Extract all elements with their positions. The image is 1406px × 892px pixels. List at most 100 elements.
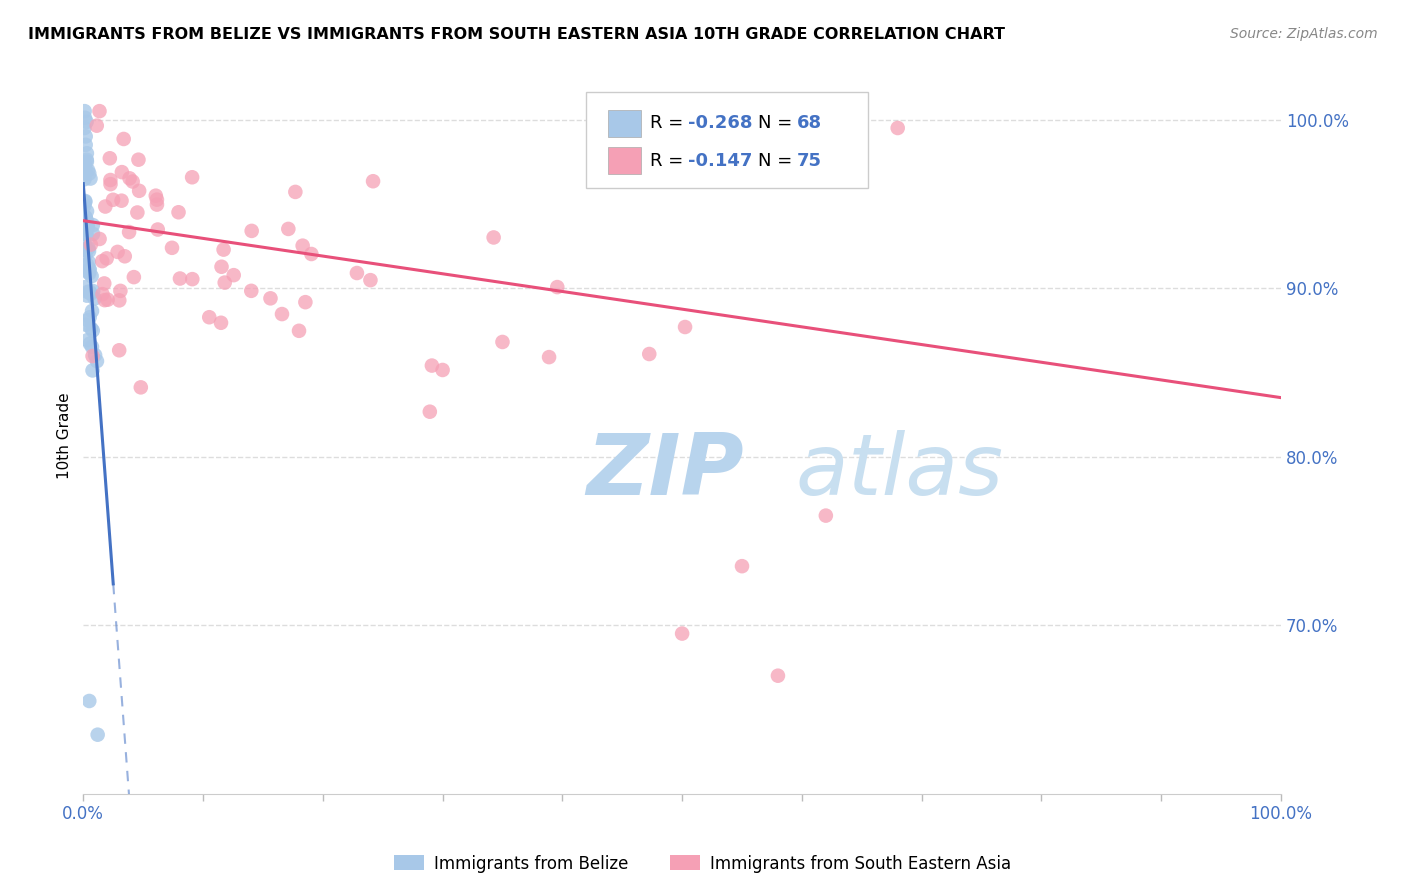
Point [75, 211, 97, 226]
Point [82, 227, 104, 241]
Point [100, 173, 122, 187]
Text: Source: ZipAtlas.com: Source: ZipAtlas.com [1230, 27, 1378, 41]
Point [80, 237, 103, 252]
Text: 75: 75 [797, 152, 823, 169]
Point [82, 324, 104, 338]
Point [127, 205, 149, 219]
Point [79, 310, 101, 325]
Point [76, 258, 98, 272]
Point [118, 225, 141, 239]
Point [288, 324, 311, 338]
Point [814, 508, 837, 523]
Point [198, 310, 221, 325]
Point [673, 320, 696, 334]
Point [671, 626, 693, 640]
Point [82, 218, 104, 232]
Point [259, 291, 281, 305]
Point [108, 343, 131, 358]
Point [82, 349, 104, 363]
Point [420, 359, 443, 373]
Point [75, 210, 97, 224]
Point [271, 307, 294, 321]
Point [75, 211, 97, 226]
Point [79, 262, 101, 277]
Point [181, 170, 204, 185]
Point [80, 321, 103, 335]
Point [73, 280, 96, 294]
Point [118, 171, 141, 186]
Point [75, 248, 97, 262]
Point [101, 193, 124, 207]
Point [482, 230, 505, 244]
Point [76, 154, 98, 169]
Point [886, 120, 908, 135]
Legend: Immigrants from Belize, Immigrants from South Eastern Asia: Immigrants from Belize, Immigrants from … [388, 848, 1018, 880]
Point [76, 333, 98, 347]
Point [146, 222, 169, 236]
Point [75, 212, 97, 227]
Point [96, 252, 118, 266]
Point [129, 380, 152, 394]
Point [80, 269, 103, 284]
Text: -0.147: -0.147 [688, 152, 752, 169]
Point [359, 273, 381, 287]
Point [91, 287, 114, 301]
Point [94, 200, 117, 214]
Point [79, 285, 101, 299]
Point [128, 184, 150, 198]
Point [107, 244, 129, 259]
Point [73, 223, 96, 237]
Point [77, 255, 100, 269]
Point [82, 284, 104, 298]
FancyBboxPatch shape [607, 110, 641, 136]
Point [82, 363, 104, 377]
Point [110, 194, 132, 208]
Point [97, 293, 120, 307]
Point [214, 276, 236, 290]
FancyBboxPatch shape [607, 147, 641, 174]
Point [346, 266, 368, 280]
Point [277, 222, 299, 236]
Point [86, 119, 108, 133]
Text: R =: R = [650, 114, 689, 132]
Point [86, 354, 108, 368]
Point [73, 166, 96, 180]
Point [75, 227, 97, 242]
Text: N =: N = [758, 152, 797, 169]
Point [212, 243, 235, 257]
Point [209, 316, 232, 330]
Text: ZIP: ZIP [586, 430, 744, 513]
Point [93, 293, 115, 307]
Point [73, 243, 96, 257]
Point [75, 129, 97, 144]
Point [111, 165, 134, 179]
Point [73, 221, 96, 235]
Point [76, 204, 98, 219]
Point [108, 293, 131, 308]
Text: N =: N = [758, 114, 797, 132]
Point [77, 267, 100, 281]
Point [80, 304, 103, 318]
Point [181, 272, 204, 286]
Point [77, 163, 100, 178]
Point [73, 198, 96, 212]
Point [89, 232, 111, 246]
Point [91, 254, 114, 268]
Point [121, 175, 143, 189]
Point [79, 336, 101, 351]
Point [76, 115, 98, 129]
Point [294, 295, 316, 310]
Point [240, 224, 263, 238]
Point [766, 669, 789, 683]
Point [84, 348, 107, 362]
Point [122, 270, 145, 285]
Point [432, 363, 454, 377]
Point [731, 559, 754, 574]
Point [361, 174, 384, 188]
Point [89, 104, 111, 119]
Point [419, 405, 441, 419]
Point [86, 728, 108, 742]
Point [76, 288, 98, 302]
Point [240, 284, 263, 298]
Point [98, 151, 121, 165]
